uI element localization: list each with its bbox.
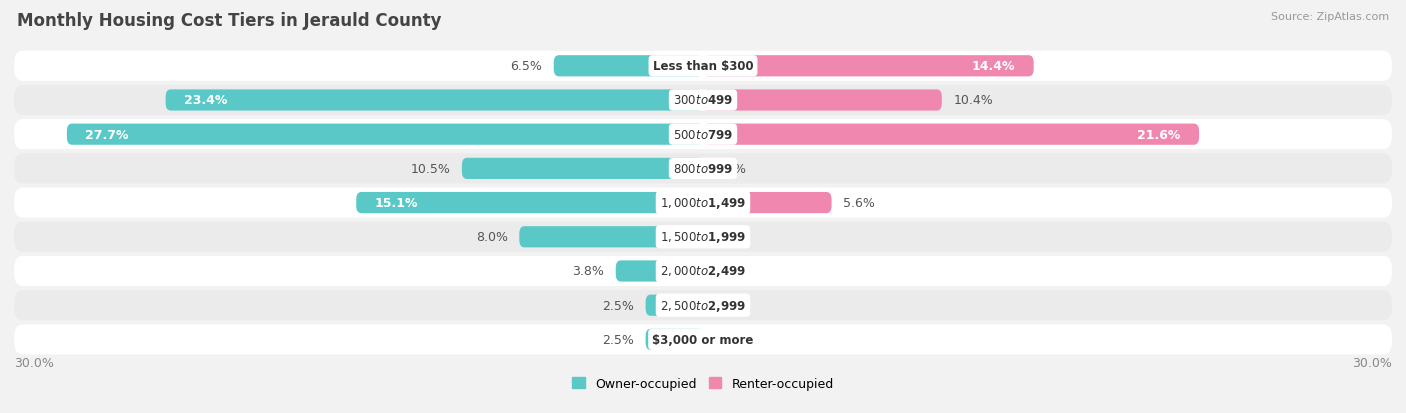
Text: 10.5%: 10.5% — [411, 162, 450, 176]
Text: 23.4%: 23.4% — [184, 94, 228, 107]
Text: $500 to $799: $500 to $799 — [673, 128, 733, 141]
FancyBboxPatch shape — [14, 222, 1392, 252]
Text: 5.6%: 5.6% — [844, 197, 875, 209]
FancyBboxPatch shape — [14, 256, 1392, 286]
FancyBboxPatch shape — [645, 295, 703, 316]
Text: $2,000 to $2,499: $2,000 to $2,499 — [659, 264, 747, 279]
Text: $1,500 to $1,999: $1,500 to $1,999 — [659, 230, 747, 244]
Text: 30.0%: 30.0% — [1353, 356, 1392, 369]
Text: Source: ZipAtlas.com: Source: ZipAtlas.com — [1271, 12, 1389, 22]
FancyBboxPatch shape — [14, 154, 1392, 184]
FancyBboxPatch shape — [461, 159, 703, 180]
Text: 15.1%: 15.1% — [374, 197, 418, 209]
Text: $3,000 or more: $3,000 or more — [652, 333, 754, 346]
Text: 0.0%: 0.0% — [714, 231, 747, 244]
FancyBboxPatch shape — [14, 290, 1392, 320]
Text: Monthly Housing Cost Tiers in Jerauld County: Monthly Housing Cost Tiers in Jerauld Co… — [17, 12, 441, 30]
FancyBboxPatch shape — [14, 120, 1392, 150]
Legend: Owner-occupied, Renter-occupied: Owner-occupied, Renter-occupied — [568, 372, 838, 395]
FancyBboxPatch shape — [703, 56, 1033, 77]
Text: 0.0%: 0.0% — [714, 265, 747, 278]
Text: 0.0%: 0.0% — [714, 162, 747, 176]
Text: 2.5%: 2.5% — [602, 333, 634, 346]
Text: 0.0%: 0.0% — [714, 299, 747, 312]
FancyBboxPatch shape — [67, 124, 703, 145]
FancyBboxPatch shape — [14, 325, 1392, 355]
Text: 27.7%: 27.7% — [86, 128, 129, 141]
Text: $800 to $999: $800 to $999 — [673, 162, 733, 176]
FancyBboxPatch shape — [616, 261, 703, 282]
FancyBboxPatch shape — [166, 90, 703, 112]
Text: 6.5%: 6.5% — [510, 60, 543, 73]
FancyBboxPatch shape — [356, 192, 703, 214]
Text: $1,000 to $1,499: $1,000 to $1,499 — [659, 196, 747, 211]
FancyBboxPatch shape — [703, 124, 1199, 145]
Text: 0.0%: 0.0% — [714, 333, 747, 346]
FancyBboxPatch shape — [554, 56, 703, 77]
Text: $2,500 to $2,999: $2,500 to $2,999 — [659, 298, 747, 313]
Text: 10.4%: 10.4% — [953, 94, 993, 107]
Text: 2.5%: 2.5% — [602, 299, 634, 312]
FancyBboxPatch shape — [519, 227, 703, 248]
Text: 14.4%: 14.4% — [972, 60, 1015, 73]
Text: 30.0%: 30.0% — [14, 356, 53, 369]
FancyBboxPatch shape — [645, 329, 703, 350]
Text: Less than $300: Less than $300 — [652, 60, 754, 73]
FancyBboxPatch shape — [14, 188, 1392, 218]
FancyBboxPatch shape — [703, 192, 831, 214]
Text: 21.6%: 21.6% — [1137, 128, 1181, 141]
Text: $300 to $499: $300 to $499 — [673, 94, 733, 107]
FancyBboxPatch shape — [14, 86, 1392, 116]
FancyBboxPatch shape — [703, 90, 942, 112]
Text: 3.8%: 3.8% — [572, 265, 605, 278]
Text: 8.0%: 8.0% — [475, 231, 508, 244]
FancyBboxPatch shape — [14, 52, 1392, 82]
